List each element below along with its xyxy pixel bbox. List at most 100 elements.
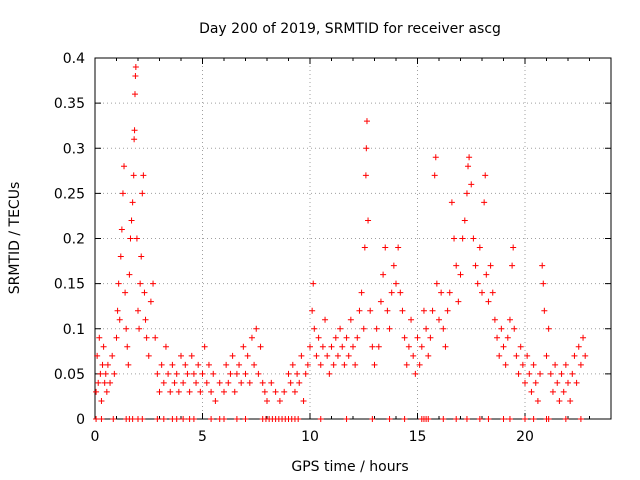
data-point [154,416,161,422]
data-point [188,352,195,359]
data-point [240,343,247,350]
data-point [160,416,167,422]
data-point [322,316,329,323]
data-point [94,352,101,359]
data-point [522,416,528,422]
data-point [139,416,146,422]
data-point [423,325,430,332]
y-axis-label: SRMTID / TECUs [7,182,23,295]
data-point [117,253,124,260]
data-point [210,370,217,377]
data-point [432,154,439,161]
chart-title: Day 200 of 2019, SRMTID for receiver asc… [199,21,501,37]
data-point [363,145,370,152]
data-point [401,416,408,422]
data-point [384,307,391,314]
data-point [328,343,335,350]
data-point [541,307,548,314]
data-point [530,361,537,368]
data-point [362,172,369,179]
data-point [405,343,412,350]
data-point [107,379,114,386]
data-point [190,370,197,377]
data-point [537,370,544,377]
x-tick-label: 10 [301,429,319,445]
data-point [560,388,567,395]
data-point [131,91,138,98]
data-point [173,370,180,377]
data-point [304,361,311,368]
data-point [549,388,556,395]
data-point [556,397,563,404]
data-point [483,271,490,278]
data-point [337,325,344,332]
data-point [180,379,187,386]
data-point [272,388,279,395]
data-point [233,416,240,422]
data-point [212,397,219,404]
data-point [208,388,215,395]
data-point [347,316,354,323]
data-point [129,416,136,422]
data-point [360,325,367,332]
data-point [93,416,100,422]
data-point [343,416,350,422]
data-point [264,397,270,404]
data-point [115,280,122,287]
data-point [145,352,152,359]
data-point [451,235,458,242]
data-point [440,325,447,332]
data-point [287,379,294,386]
data-point [225,379,232,386]
data-point [199,370,206,377]
data-point [380,271,387,278]
data-point [539,262,546,269]
data-point [319,343,326,350]
data-point [165,370,172,377]
data-point [173,416,180,422]
data-point [138,253,145,260]
y-tick-label: 0.1 [63,322,85,338]
data-point [494,334,501,341]
data-point [285,370,292,377]
data-point [253,325,260,332]
data-point [472,262,479,269]
data-point [408,316,415,323]
data-point [242,370,249,377]
data-point [377,298,384,305]
data-point [482,172,489,179]
data-point [109,352,116,359]
data-point [311,325,318,332]
data-point [534,397,541,404]
data-point [491,316,498,323]
data-point [257,343,264,350]
data-point [160,379,167,386]
data-point [388,289,395,296]
data-point [110,416,117,422]
data-point [506,416,513,422]
data-point [261,388,268,395]
data-point [479,289,485,296]
data-point [425,416,432,422]
data-point [238,379,245,386]
data-point [562,361,569,368]
data-point [543,352,550,359]
data-point [201,343,208,350]
data-point [95,379,102,386]
data-point [208,416,215,422]
data-point [171,379,178,386]
data-point [116,316,123,323]
data-point [223,361,230,368]
data-point [412,370,419,377]
data-point [143,334,150,341]
data-point [552,361,559,368]
data-point [242,416,249,422]
data-point [124,343,131,350]
data-point [203,379,210,386]
data-point [180,416,187,422]
data-point [96,334,103,341]
data-point [98,397,105,404]
data-point [453,262,460,269]
data-point [468,181,475,188]
